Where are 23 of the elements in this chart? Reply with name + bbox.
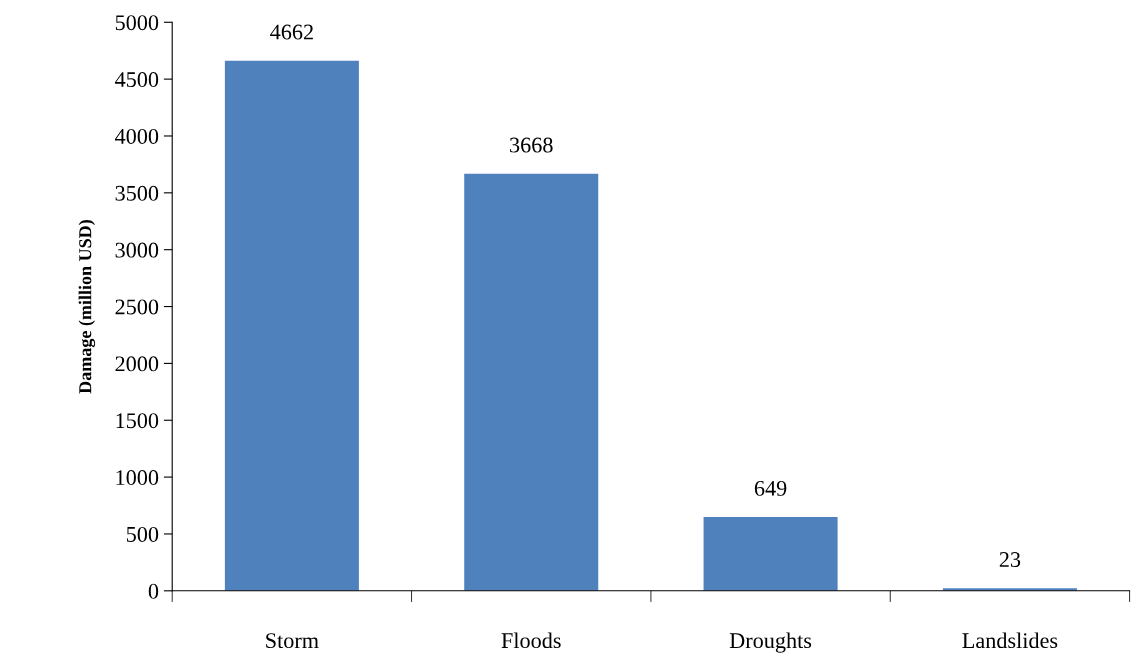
x-tick-label: Landslides — [962, 632, 1058, 649]
y-tick-label: 1000 — [116, 470, 159, 486]
y-tick-label: 1500 — [116, 413, 159, 429]
y-tick-label: 2500 — [115, 299, 159, 315]
y-tick-label: 4500 — [115, 72, 159, 88]
bar — [703, 517, 838, 591]
bar — [464, 173, 599, 591]
x-tick-label: Floods — [501, 632, 561, 649]
y-tick-label: 5000 — [115, 15, 159, 31]
y-tick-label: 4000 — [115, 128, 159, 144]
y-tick-label: 3000 — [115, 242, 159, 258]
y-tick-label: 0 — [148, 583, 159, 599]
y-axis-title: Damage (million USD) — [78, 220, 96, 394]
data-label: 649 — [754, 480, 787, 496]
data-label: 23 — [999, 552, 1021, 568]
data-label: 4662 — [270, 24, 313, 40]
bar — [224, 60, 359, 591]
y-tick-label: 500 — [126, 526, 159, 542]
x-tick-label: Storm — [266, 633, 319, 649]
data-label: 3668 — [510, 137, 553, 153]
y-tick-label: 3500 — [115, 185, 159, 201]
y-tick-label: 2000 — [115, 356, 159, 372]
x-tick-label: Droughts — [729, 632, 812, 653]
